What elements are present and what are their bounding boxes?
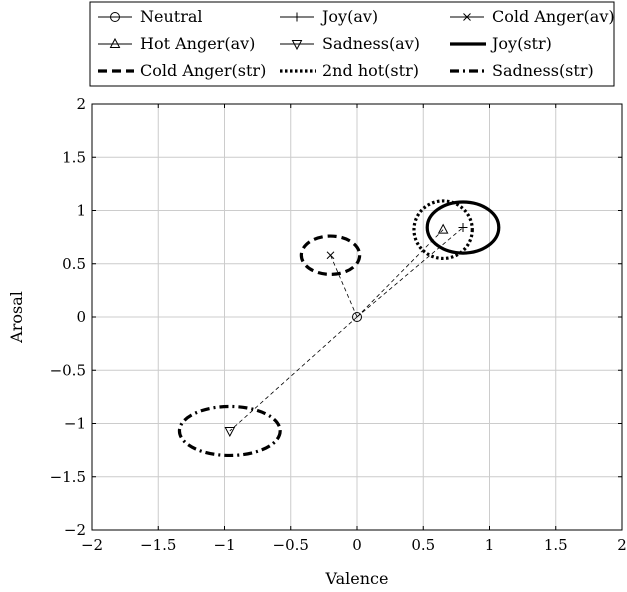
y-tick-label: 1.5	[62, 148, 86, 166]
legend-sadness-av-marker	[291, 40, 303, 51]
legend-neutral-label: Neutral	[140, 7, 203, 26]
ellipse-cold-anger-str	[299, 234, 362, 276]
legend-joy-av-label: Joy(av)	[320, 7, 378, 26]
y-tick-label: −0.5	[50, 361, 86, 379]
y-tick-label: 1	[76, 202, 86, 220]
y-tick-labels: −2 −1.5 −1 −0.5 0 0.5 1 1.5 2	[50, 95, 86, 539]
legend-hot-anger-av-label: Hot Anger(av)	[140, 34, 255, 53]
connector-cold-anger-av	[330, 255, 358, 318]
point-joy-av	[458, 223, 468, 233]
legend-frame	[89, 1, 615, 87]
y-tick-label: 0	[76, 308, 86, 326]
connector-lines	[229, 227, 464, 432]
y-axis-label: Arosal	[7, 291, 26, 344]
legend-sadness-str-label: Sadness(str)	[492, 61, 594, 80]
point-hot-anger-av	[437, 223, 449, 234]
legend: Neutral Joy(av) Cold Anger(av) Hot Anger(av…	[89, 1, 615, 87]
y-tick-label: −1.5	[50, 468, 86, 486]
point-cold-anger-av	[326, 251, 335, 260]
x-tick-label: −1.5	[140, 536, 176, 554]
legend-2nd-hot-str-label: 2nd hot(str)	[322, 61, 419, 80]
x-tick-label: 1	[485, 536, 495, 554]
y-tick-label: 0.5	[62, 255, 86, 273]
legend-cold-anger-av-label: Cold Anger(av)	[492, 7, 615, 26]
point-neutral	[352, 312, 362, 322]
x-tick-labels: −2 −1.5 −1 −0.5 0 0.5 1 1.5 2	[81, 536, 627, 554]
y-tick-label: 2	[76, 95, 86, 113]
x-tick-label: 0	[352, 536, 362, 554]
ellipse-joy-str	[425, 200, 501, 255]
x-tick-label: −1	[213, 536, 235, 554]
ticks	[91, 103, 623, 531]
ellipses	[177, 199, 501, 458]
connector-joy-av	[356, 227, 464, 318]
legend-sadness-av-label: Sadness(av)	[322, 34, 420, 53]
ellipse-sadness-str	[177, 404, 282, 458]
ellipse-2nd-hot-str	[412, 199, 474, 261]
x-tick-label: −2	[81, 536, 103, 554]
x-tick-label: 1.5	[544, 536, 568, 554]
x-tick-label: 0.5	[411, 536, 435, 554]
legend-joy-str-label: Joy(str)	[490, 34, 552, 53]
legend-hot-anger-av-marker	[109, 37, 121, 48]
legend-neutral-marker	[110, 12, 120, 22]
x-tick-label: 2	[617, 536, 627, 554]
y-tick-label: −2	[64, 521, 86, 539]
connector-hot-anger-av	[356, 229, 444, 318]
legend-joy-av-marker	[292, 12, 302, 22]
connector-sadness-av	[229, 316, 358, 432]
legend-cold-anger-str-label: Cold Anger(str)	[140, 61, 266, 80]
legend-cold-anger-av-marker	[463, 13, 471, 21]
x-tick-label: −0.5	[273, 536, 309, 554]
point-sadness-av	[224, 426, 236, 438]
y-tick-label: −1	[64, 415, 86, 433]
x-axis-label: Valence	[325, 569, 389, 588]
points	[224, 223, 468, 438]
